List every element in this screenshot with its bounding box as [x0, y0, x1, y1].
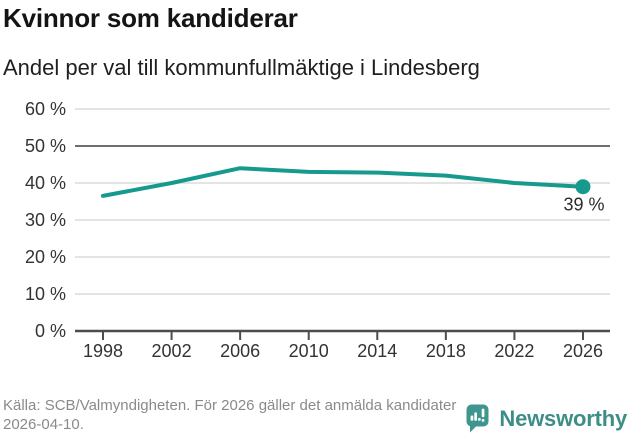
end-value-label: 39 % [563, 195, 604, 215]
x-tick-label: 2014 [357, 341, 397, 361]
x-tick-label: 2010 [289, 341, 329, 361]
end-point-marker [575, 179, 591, 195]
chart-title: Kvinnor som kandiderar [3, 3, 298, 33]
y-tick-label: 40 % [25, 173, 66, 193]
x-tick-label: 2018 [426, 341, 466, 361]
x-tick-label: 2002 [152, 341, 192, 361]
y-tick-label: 20 % [25, 247, 66, 267]
newsworthy-logo: Newsworthy [466, 404, 627, 434]
y-tick-label: 60 % [25, 99, 66, 119]
x-tick-label: 2006 [220, 341, 260, 361]
newsworthy-wordmark: Newsworthy [499, 406, 627, 431]
chart-subtitle: Andel per val till kommunfullmäktige i L… [3, 55, 480, 80]
y-tick-label: 50 % [25, 136, 66, 156]
newsworthy-icon [466, 404, 489, 433]
x-tick-label: 2022 [494, 341, 534, 361]
x-tick-label: 2026 [563, 341, 603, 361]
y-tick-label: 0 % [35, 321, 66, 341]
source-note: Källa: SCB/Valmyndigheten. För 2026 gäll… [3, 397, 457, 433]
data-line [101, 166, 585, 198]
x-tick-label: 1998 [83, 341, 123, 361]
line-chart: 0 % 10 % 20 % 30 % 40 % 50 % 60 % 1998 2002 2006 2… [25, 99, 610, 361]
y-tick-label: 10 % [25, 284, 66, 304]
y-tick-label: 30 % [25, 210, 66, 230]
